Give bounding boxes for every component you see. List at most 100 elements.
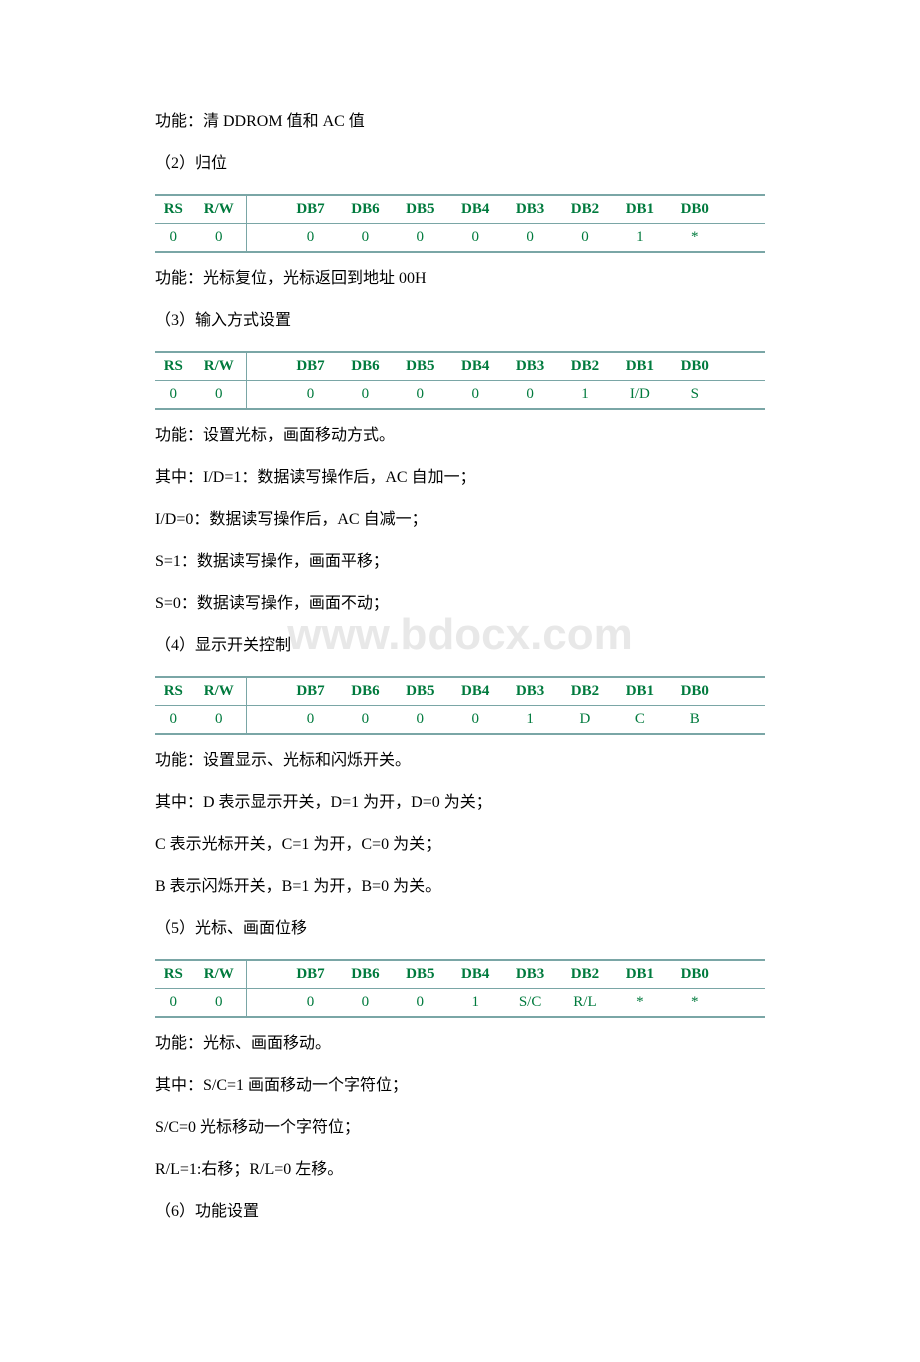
section-3-d1: 功能：设置光标，画面移动方式。 xyxy=(155,424,765,448)
cell: 0 xyxy=(192,224,247,253)
table-section-3: RS R/W DB7 DB6 DB5 DB4 DB3 DB2 DB1 DB0 0… xyxy=(155,351,765,410)
cell: C xyxy=(612,706,667,735)
col-db1: DB1 xyxy=(612,352,667,381)
cell: 1 xyxy=(503,706,558,735)
col-end xyxy=(722,195,765,224)
section-5-d1: 功能：光标、画面移动。 xyxy=(155,1032,765,1056)
table-header-row: RS R/W DB7 DB6 DB5 DB4 DB3 DB2 DB1 DB0 xyxy=(155,960,765,989)
table-row: 0 0 0 0 0 1 S/C R/L * * xyxy=(155,989,765,1018)
section-3-d3: I/D=0：数据读写操作后，AC 自减一； xyxy=(155,508,765,532)
section-5-d2: 其中：S/C=1 画面移动一个字符位； xyxy=(155,1074,765,1098)
cell: 0 xyxy=(338,224,393,253)
col-db6: DB6 xyxy=(338,960,393,989)
col-db6: DB6 xyxy=(338,195,393,224)
col-db4: DB4 xyxy=(448,195,503,224)
cell xyxy=(246,224,283,253)
col-db5: DB5 xyxy=(393,352,448,381)
col-gap xyxy=(246,677,283,706)
section-2-desc: 功能：光标复位，光标返回到地址 00H xyxy=(155,267,765,291)
col-db0: DB0 xyxy=(667,195,722,224)
cell: B xyxy=(667,706,722,735)
section-4-d4: B 表示闪烁开关，B=1 为开，B=0 为关。 xyxy=(155,875,765,899)
col-db7: DB7 xyxy=(283,352,338,381)
table-section-4: RS R/W DB7 DB6 DB5 DB4 DB3 DB2 DB1 DB0 0… xyxy=(155,676,765,735)
col-rw: R/W xyxy=(192,677,247,706)
cell: 0 xyxy=(503,381,558,410)
table-section-2: RS R/W DB7 DB6 DB5 DB4 DB3 DB2 DB1 DB0 0… xyxy=(155,194,765,253)
section-4-d3: C 表示光标开关，C=1 为开，C=0 为关； xyxy=(155,833,765,857)
col-db3: DB3 xyxy=(503,960,558,989)
cell xyxy=(722,381,765,410)
col-db5: DB5 xyxy=(393,960,448,989)
col-db6: DB6 xyxy=(338,352,393,381)
col-db3: DB3 xyxy=(503,677,558,706)
col-db1: DB1 xyxy=(612,195,667,224)
intro-paragraph: 功能：清 DDROM 值和 AC 值 xyxy=(155,110,765,134)
table-row: 0 0 0 0 0 0 0 0 1 * xyxy=(155,224,765,253)
col-gap xyxy=(246,195,283,224)
cell: D xyxy=(558,706,613,735)
cell: 0 xyxy=(283,224,338,253)
col-db4: DB4 xyxy=(448,960,503,989)
col-db0: DB0 xyxy=(667,677,722,706)
col-db3: DB3 xyxy=(503,352,558,381)
col-end xyxy=(722,960,765,989)
cell xyxy=(246,381,283,410)
cell: 0 xyxy=(558,224,613,253)
cell: S xyxy=(667,381,722,410)
cell: 0 xyxy=(338,706,393,735)
col-rs: RS xyxy=(155,677,192,706)
cell: 0 xyxy=(192,989,247,1018)
cell: 0 xyxy=(393,989,448,1018)
cell xyxy=(722,706,765,735)
cell: 0 xyxy=(155,706,192,735)
col-db0: DB0 xyxy=(667,960,722,989)
cell xyxy=(246,989,283,1018)
col-db2: DB2 xyxy=(558,352,613,381)
section-5-title: （5）光标、画面位移 xyxy=(155,917,765,941)
section-3-d2: 其中：I/D=1：数据读写操作后，AC 自加一； xyxy=(155,466,765,490)
col-db0: DB0 xyxy=(667,352,722,381)
section-6-title: （6）功能设置 xyxy=(155,1200,765,1224)
col-db4: DB4 xyxy=(448,352,503,381)
col-rw: R/W xyxy=(192,195,247,224)
cell: S/C xyxy=(503,989,558,1018)
cell: 0 xyxy=(192,381,247,410)
cell: 1 xyxy=(558,381,613,410)
section-5-d3: S/C=0 光标移动一个字符位； xyxy=(155,1116,765,1140)
col-db5: DB5 xyxy=(393,195,448,224)
cell: 0 xyxy=(448,224,503,253)
col-db2: DB2 xyxy=(558,195,613,224)
cell: 0 xyxy=(393,381,448,410)
section-4-d2: 其中：D 表示显示开关，D=1 为开，D=0 为关； xyxy=(155,791,765,815)
cell: 0 xyxy=(283,381,338,410)
col-rs: RS xyxy=(155,960,192,989)
cell xyxy=(722,224,765,253)
cell: 0 xyxy=(338,989,393,1018)
cell: 0 xyxy=(155,989,192,1018)
col-rw: R/W xyxy=(192,352,247,381)
col-db1: DB1 xyxy=(612,960,667,989)
table-section-5: RS R/W DB7 DB6 DB5 DB4 DB3 DB2 DB1 DB0 0… xyxy=(155,959,765,1018)
col-db5: DB5 xyxy=(393,677,448,706)
col-gap xyxy=(246,352,283,381)
cell: * xyxy=(667,989,722,1018)
cell: * xyxy=(612,989,667,1018)
table-header-row: RS R/W DB7 DB6 DB5 DB4 DB3 DB2 DB1 DB0 xyxy=(155,195,765,224)
col-gap xyxy=(246,960,283,989)
cell: 0 xyxy=(192,706,247,735)
section-4-title: （4）显示开关控制 xyxy=(155,634,765,658)
col-db7: DB7 xyxy=(283,677,338,706)
cell: * xyxy=(667,224,722,253)
col-db4: DB4 xyxy=(448,677,503,706)
cell xyxy=(722,989,765,1018)
section-3-d5: S=0：数据读写操作，画面不动； xyxy=(155,592,765,616)
cell: 0 xyxy=(338,381,393,410)
cell: I/D xyxy=(612,381,667,410)
col-rs: RS xyxy=(155,352,192,381)
col-db2: DB2 xyxy=(558,677,613,706)
cell: 0 xyxy=(155,224,192,253)
section-2-title: （2）归位 xyxy=(155,152,765,176)
section-3-d4: S=1：数据读写操作，画面平移； xyxy=(155,550,765,574)
cell: 0 xyxy=(448,381,503,410)
